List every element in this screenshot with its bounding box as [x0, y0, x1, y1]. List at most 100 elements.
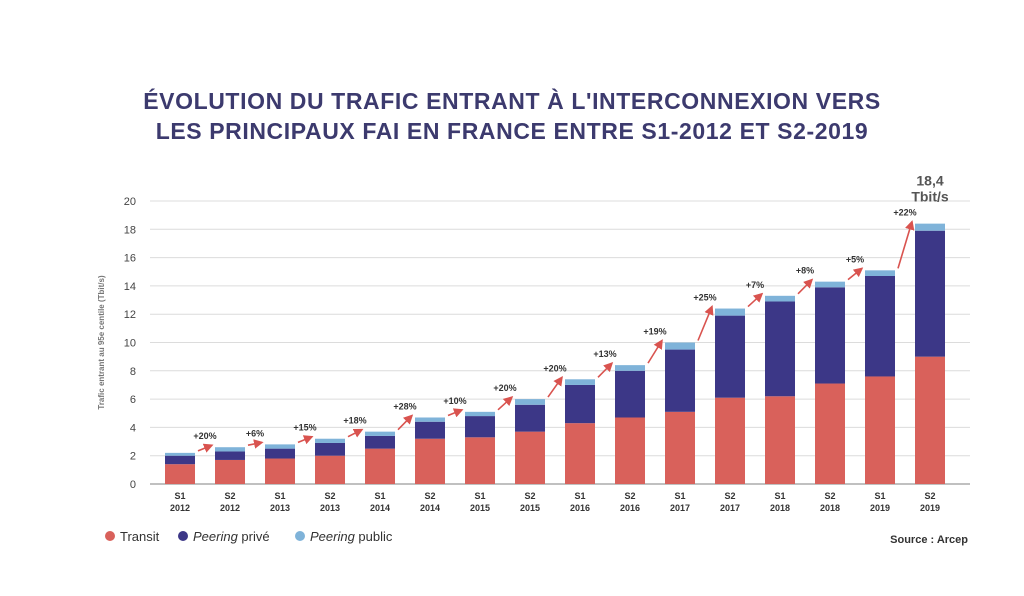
- growth-arrow: [447, 408, 464, 418]
- x-tick-label-period: S2: [824, 491, 835, 501]
- x-tick-label-year: 2015: [470, 503, 490, 513]
- growth-label: +5%: [846, 254, 864, 264]
- y-tick-label: 18: [124, 224, 136, 236]
- final-total-value: 18,4: [916, 173, 943, 189]
- growth-arrow: [747, 292, 764, 308]
- growth-label: +15%: [293, 423, 316, 433]
- bar-segment-transit: [765, 396, 795, 484]
- growth-label: +10%: [443, 396, 466, 406]
- x-tick-label-year: 2015: [520, 503, 540, 513]
- legend-label-text: public: [355, 529, 393, 544]
- x-tick-label-period: S1: [274, 491, 285, 501]
- y-axis-label: Trafic entrant au 95e centile (Tbit/s): [97, 275, 106, 410]
- x-tick-label-year: 2019: [870, 503, 890, 513]
- legend-label-text: Transit: [120, 529, 160, 544]
- x-tick-label-period: S2: [324, 491, 335, 501]
- x-tick-label-period: S2: [224, 491, 235, 501]
- y-tick-label: 0: [130, 479, 136, 491]
- x-tick-label-period: S2: [924, 491, 935, 501]
- x-tick-label-year: 2013: [270, 503, 290, 513]
- growth-arrow: [297, 435, 314, 445]
- bar-segment-peering-public: [715, 308, 745, 316]
- bar-segment-peering-prive: [315, 442, 345, 456]
- bar-segment-peering-prive: [165, 455, 195, 465]
- bar-segment-transit: [465, 437, 495, 484]
- x-tick-label-year: 2012: [220, 503, 240, 513]
- bar-segment-transit: [315, 455, 345, 484]
- legend-label-text: privé: [238, 529, 270, 544]
- legend-swatch-peering-prive: [178, 531, 188, 541]
- growth-arrow: [247, 439, 264, 449]
- bar-segment-peering-public: [815, 281, 845, 288]
- bar-segment-transit: [715, 397, 745, 484]
- growth-arrow: [197, 443, 214, 453]
- x-tick-label-period: S1: [474, 491, 485, 501]
- bar-segment-peering-public: [215, 447, 245, 452]
- x-tick-label-year: 2017: [670, 503, 690, 513]
- x-tick-label-year: 2012: [170, 503, 190, 513]
- grid-lines: [150, 200, 970, 485]
- bar-segment-peering-public: [465, 411, 495, 417]
- growth-label: +19%: [643, 327, 666, 337]
- growth-arrow: [647, 339, 663, 364]
- x-tick-label-year: 2016: [570, 503, 590, 513]
- growth-arrow: [797, 278, 814, 295]
- bar-segment-transit: [815, 383, 845, 484]
- bar-segment-peering-public: [615, 365, 645, 371]
- bar-segment-peering-prive: [215, 451, 245, 460]
- legend-swatch-peering-public: [295, 531, 305, 541]
- growth-label: +20%: [493, 383, 516, 393]
- x-tick-label-period: S1: [674, 491, 685, 501]
- legend-label: Peering privé: [193, 529, 270, 544]
- x-tick-label-year: 2019: [920, 503, 940, 513]
- growth-arrow: [597, 362, 614, 378]
- bar-segment-peering-public: [765, 295, 795, 302]
- y-tick-label: 20: [124, 196, 136, 208]
- growth-label: +7%: [746, 280, 764, 290]
- growth-label: +20%: [543, 363, 566, 373]
- x-tick-label-period: S2: [524, 491, 535, 501]
- growth-label: +22%: [893, 208, 916, 218]
- legend: Transit Peering privé Peering public Source…: [105, 529, 968, 546]
- growth-arrow: [697, 305, 714, 341]
- x-tick-label-period: S1: [774, 491, 785, 501]
- x-tick-label-period: S2: [624, 491, 635, 501]
- legend-label: Transit: [120, 529, 160, 544]
- bar-segment-peering-prive: [365, 435, 395, 449]
- growth-label: +6%: [246, 428, 264, 438]
- growth-arrows: +20% +6% +15% +18% +28% +10% +20% +20% +13% +19% +…: [193, 208, 917, 453]
- chart-title-line-2: LES PRINCIPAUX FAI EN FRANCE ENTRE S1-20…: [155, 118, 869, 144]
- bar-segment-peering-prive: [765, 301, 795, 397]
- x-tick-label-period: S2: [424, 491, 435, 501]
- x-tick-label-period: S1: [874, 491, 885, 501]
- bar-segment-transit: [515, 431, 545, 484]
- source-note: Source : Arcep: [890, 534, 968, 546]
- bar-segment-peering-public: [865, 270, 895, 276]
- growth-arrow: [897, 220, 915, 269]
- x-tick-label-year: 2016: [620, 503, 640, 513]
- axis-labels: 0 2 4 6 8 10 12 14 16 18 20 Trafic entrant au 95e c…: [97, 173, 949, 513]
- y-tick-label: 8: [130, 366, 136, 378]
- y-tick-label: 14: [124, 281, 136, 293]
- x-tick-label-period: S1: [374, 491, 385, 501]
- x-tick-label-period: S1: [174, 491, 185, 501]
- bar-segment-peering-public: [265, 444, 295, 449]
- growth-arrow: [847, 267, 864, 281]
- growth-arrow: [347, 428, 364, 438]
- growth-label: +28%: [393, 401, 416, 411]
- legend-label-italic: Peering: [193, 529, 239, 544]
- chart-title-line-1: ÉVOLUTION DU TRAFIC ENTRANT À L'INTERCON…: [143, 88, 881, 114]
- legend-swatch-transit: [105, 531, 115, 541]
- legend-label: Peering public: [310, 529, 393, 544]
- growth-label: +25%: [693, 293, 716, 303]
- legend-label-italic: Peering: [310, 529, 356, 544]
- bar-segment-peering-public: [365, 431, 395, 436]
- bar-segment-peering-prive: [915, 230, 945, 357]
- growth-label: +20%: [193, 431, 216, 441]
- y-tick-label: 12: [124, 309, 136, 321]
- growth-arrow: [497, 396, 514, 411]
- bar-segment-peering-public: [515, 399, 545, 405]
- x-tick-label-year: 2014: [370, 503, 390, 513]
- x-tick-label-year: 2013: [320, 503, 340, 513]
